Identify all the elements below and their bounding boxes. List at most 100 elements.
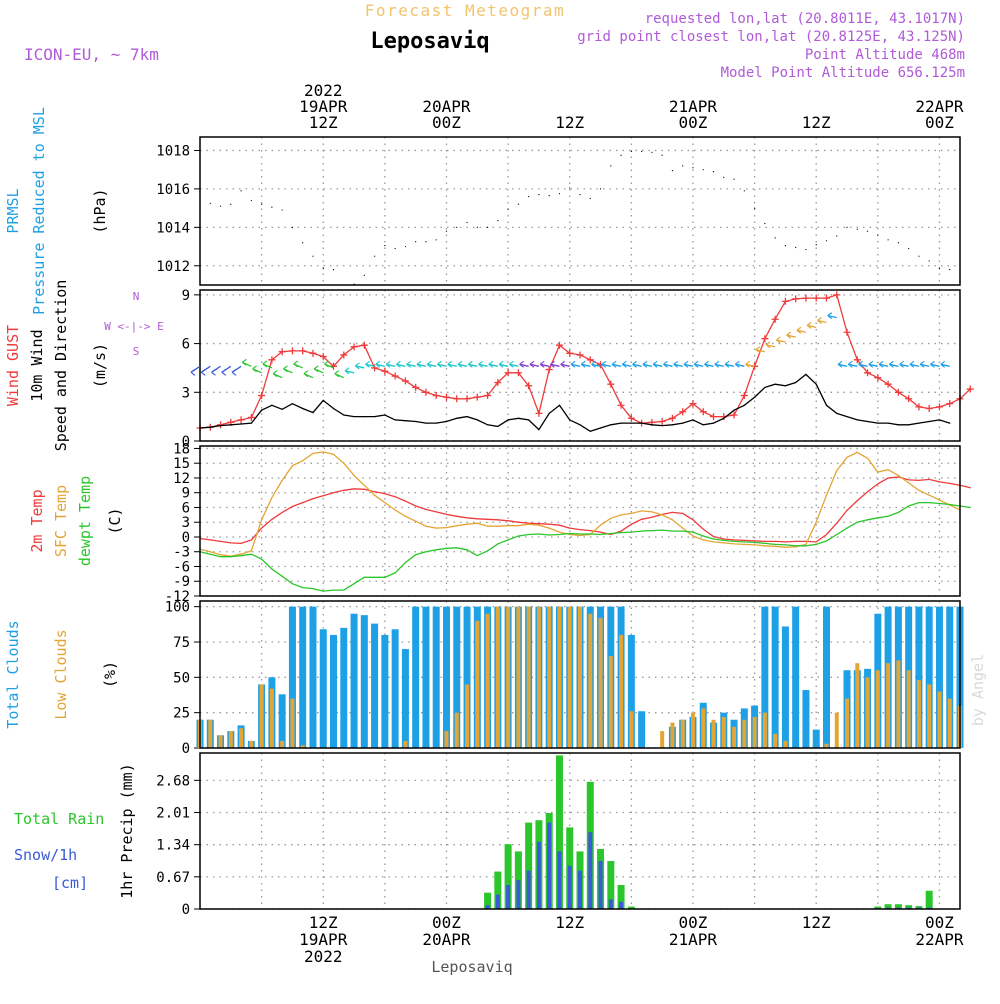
axis-label: 2m Temp [28, 489, 46, 552]
axis-label: Wind GUST [4, 325, 22, 406]
wind-arrow-head [334, 370, 340, 378]
bar [300, 745, 305, 748]
data-point [692, 531, 694, 533]
wind-arrow-head [580, 360, 586, 368]
data-point [753, 207, 756, 209]
wind-arrow-head [776, 336, 781, 344]
wind-arrow [468, 363, 478, 367]
data-point [641, 518, 643, 520]
data-point [261, 409, 263, 411]
bar [771, 606, 779, 748]
data-point [815, 383, 817, 385]
data-point [641, 422, 643, 424]
data-point [795, 546, 797, 548]
data-point [753, 540, 756, 542]
data-point [558, 531, 561, 533]
data-point [661, 154, 663, 156]
time-label-bottom: 21APR [669, 930, 718, 949]
wind-arrow [786, 334, 796, 338]
data-point [671, 424, 674, 426]
data-point [291, 226, 294, 228]
bar [690, 712, 695, 748]
credit: by Angel [969, 654, 987, 726]
data-point [836, 412, 838, 414]
bar [239, 728, 244, 748]
data-point [743, 404, 745, 406]
bar [925, 606, 933, 748]
data-point [733, 178, 735, 180]
series-total [484, 755, 933, 909]
wind-arrow [437, 363, 447, 367]
panel-frame [199, 445, 961, 597]
bar [371, 623, 379, 748]
bar [557, 851, 562, 909]
wind-arrow [735, 363, 745, 367]
data-point [753, 541, 756, 543]
data-point [887, 469, 889, 471]
wind-arrow-head [570, 360, 576, 368]
series-line [199, 476, 971, 545]
y-tick-label: 0 [182, 434, 190, 450]
data-point [969, 487, 971, 489]
data-point [579, 194, 581, 196]
data-point [486, 525, 489, 527]
wind-arrow-head [683, 360, 689, 368]
y-tick-label: 75 [173, 635, 190, 651]
data-point [415, 554, 417, 556]
data-point [250, 553, 252, 555]
data-point [764, 222, 766, 225]
data-point [723, 542, 725, 544]
bar [896, 660, 901, 748]
wind-arrow-head [889, 360, 894, 368]
data-point [343, 462, 345, 464]
bar [422, 606, 430, 748]
bar [701, 708, 706, 748]
data-point [319, 353, 327, 361]
bar [269, 688, 274, 748]
bar [495, 606, 500, 748]
time-label-top: 2022 [304, 81, 343, 100]
data-point [733, 409, 735, 411]
data-point [517, 203, 519, 205]
wind-arrow-head [406, 360, 412, 368]
data-point [353, 416, 355, 418]
data-point [486, 424, 489, 426]
data-point [456, 226, 458, 228]
data-point [805, 373, 807, 376]
data-point [343, 489, 345, 491]
bar [547, 822, 552, 909]
data-point [425, 525, 427, 527]
data-point [569, 532, 571, 535]
data-point [271, 568, 273, 570]
data-point [928, 420, 930, 423]
bar [834, 712, 839, 748]
bar [288, 606, 296, 748]
data-point [463, 395, 471, 403]
bar [494, 871, 502, 909]
data-point [949, 503, 951, 506]
data-point [291, 583, 294, 585]
wind-arrow [837, 363, 848, 367]
data-point [795, 381, 797, 384]
data-point [671, 519, 674, 521]
data-point [353, 474, 355, 477]
wind-arrow [344, 370, 355, 374]
wind-arrow-head [868, 360, 874, 368]
data-point [209, 426, 211, 428]
data-point [456, 547, 458, 549]
data-point [302, 242, 304, 244]
bar [218, 735, 223, 748]
wind-arrow-head [252, 365, 257, 373]
bar [506, 606, 511, 748]
wind-arrow-head [611, 360, 617, 368]
data-point [743, 539, 745, 542]
data-point [905, 395, 913, 403]
data-point [209, 553, 211, 555]
data-point [569, 187, 571, 189]
bar [516, 880, 521, 909]
data-point [261, 203, 263, 205]
data-point [733, 543, 735, 545]
data-point [856, 499, 858, 502]
data-point [805, 545, 807, 547]
wind-arrow-head [467, 360, 473, 368]
